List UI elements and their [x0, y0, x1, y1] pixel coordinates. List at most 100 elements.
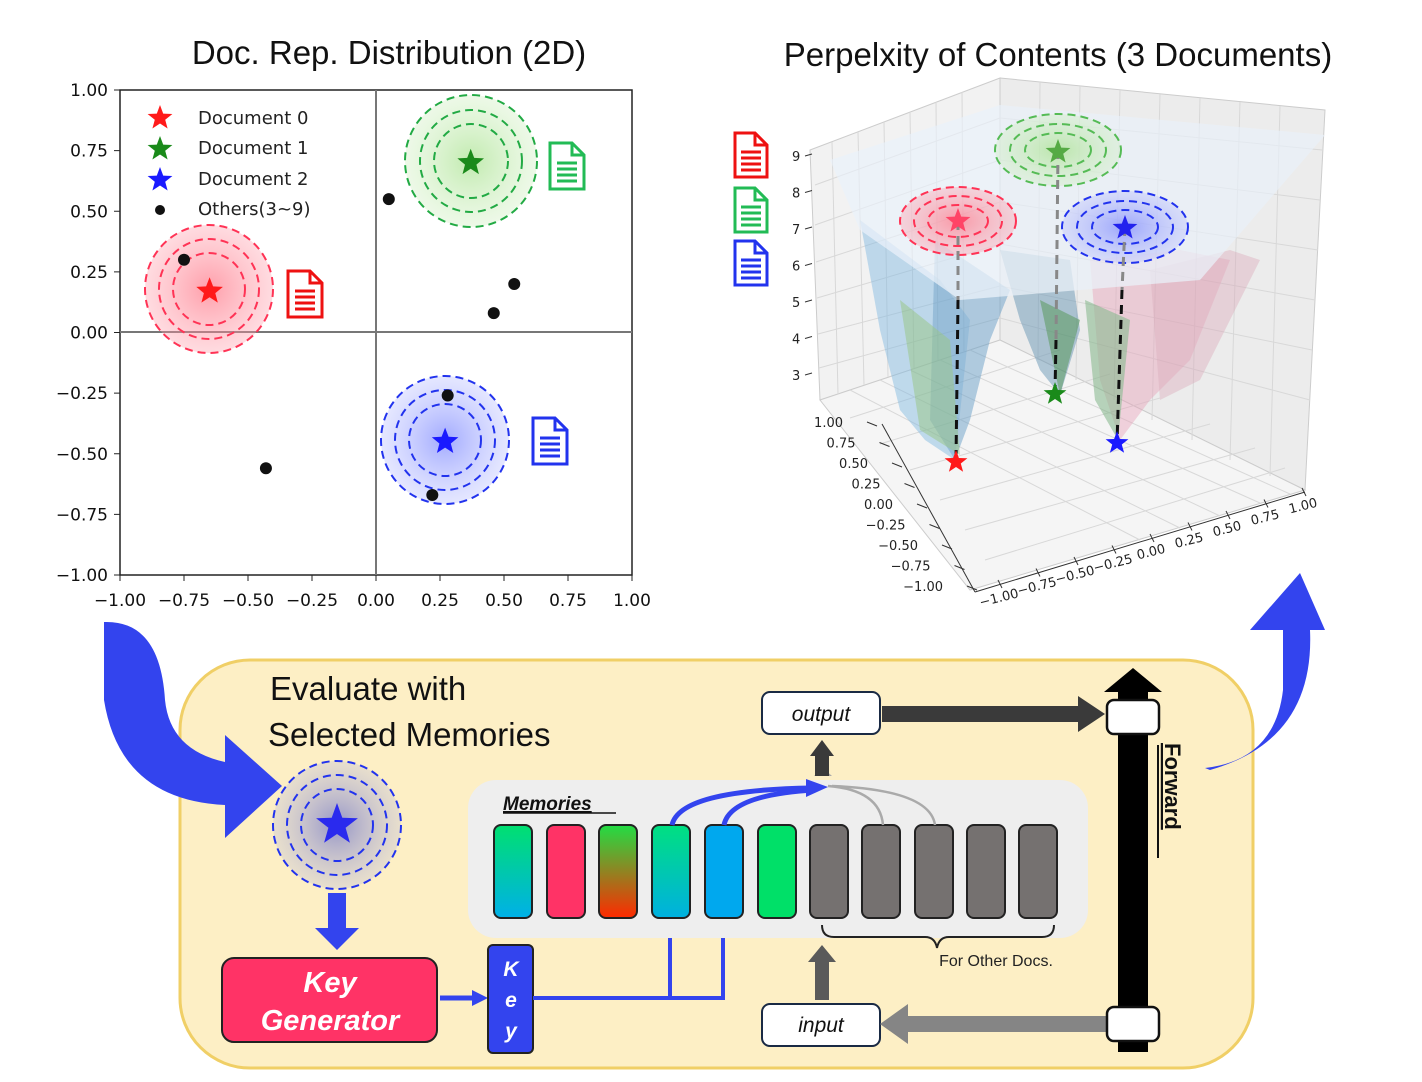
- key-gen-label-line1: Key: [303, 967, 358, 999]
- memory-slot-4-selected[interactable]: [651, 824, 691, 919]
- other-docs-brace: [821, 924, 1055, 949]
- key-char-y: y: [504, 1020, 518, 1043]
- key-char-k: K: [503, 958, 520, 981]
- y3d-tick-label: 0.00: [864, 498, 893, 513]
- memories-label: Memories: [503, 794, 592, 815]
- left-y-ticks: 1.00 0.75 0.50 0.25 0.00 −0.25 −0.50 −0.75 −1.00: [56, 81, 120, 586]
- memory-slot-1[interactable]: [493, 824, 533, 919]
- memory-slot-other-3[interactable]: [914, 824, 954, 919]
- left-x-tick-label: −0.50: [222, 591, 274, 611]
- left-legend: Document 0 Document 1 Document 2 Others(…: [147, 105, 311, 220]
- left-y-tick-label: −1.00: [56, 566, 108, 586]
- y3d-tick-label: −1.00: [903, 580, 943, 595]
- output-label: output: [792, 703, 852, 726]
- y3d-tick-mark: [916, 503, 928, 509]
- y3d-tick-label: 0.75: [827, 437, 856, 452]
- other-doc-point: [426, 488, 439, 501]
- other-doc-point: [441, 389, 454, 402]
- left-x-tick-label: −0.75: [158, 591, 210, 611]
- left-x-tick-label: 0.75: [549, 591, 587, 611]
- doc0-file-icon: [286, 269, 324, 319]
- right-curved-arrow: [1205, 573, 1325, 770]
- left-y-tick-label: 0.00: [70, 324, 108, 344]
- y-axis-line-3d: [881, 423, 976, 593]
- left-scatter-chart: Doc. Rep. Distribution (2D) 1.00 0.75 0.50…: [56, 34, 651, 611]
- x3d-tick-label: 0.25: [1173, 530, 1205, 552]
- panel-heading-line2: Selected Memories: [268, 716, 550, 753]
- x3d-tick-label: −0.75: [1016, 575, 1058, 599]
- z-axis-ticks: 9 8 7 6 5 4 3: [792, 150, 813, 384]
- doc1-file-icon: [548, 141, 586, 191]
- y3d-tick-label: 1.00: [814, 416, 843, 431]
- memory-to-output-curves: [669, 784, 937, 826]
- memory-slot-5-selected[interactable]: [704, 824, 744, 919]
- left-data-points: [178, 148, 521, 501]
- x3d-tick-label: 0.75: [1249, 507, 1281, 529]
- right-3d-chart: Perpelxity of Contents (3 Documents): [733, 36, 1332, 611]
- input-label: input: [798, 1014, 845, 1037]
- query-star-icon: [316, 803, 358, 843]
- legend-label-doc1: Document 1: [198, 138, 308, 159]
- key-generator-box[interactable]: Key Generator: [221, 957, 438, 1043]
- memory-slot-6[interactable]: [757, 824, 797, 919]
- memory-slot-3[interactable]: [598, 824, 638, 919]
- other-doc-point: [382, 193, 395, 206]
- z-tick-label: 7: [792, 223, 800, 238]
- z-tick-label: 9: [792, 150, 800, 165]
- left-x-tick-label: −1.00: [94, 591, 146, 611]
- left-x-tick-label: 0.00: [357, 591, 395, 611]
- drop-lines: [954, 149, 1127, 461]
- doc0-min-star: [944, 450, 968, 472]
- legend-label-doc0: Document 0: [198, 108, 308, 129]
- memory-slot-other-4[interactable]: [966, 824, 1006, 919]
- x-axis-line-3d: [974, 491, 1306, 593]
- query-halo: [272, 760, 402, 890]
- key-vector-box[interactable]: K e y: [487, 944, 534, 1054]
- forward-output-node[interactable]: [1105, 698, 1161, 736]
- other-doc-point: [487, 307, 500, 320]
- z-tick-mark: [804, 336, 813, 339]
- z-tick-mark: [804, 226, 813, 230]
- doc1-top-star: [1045, 139, 1071, 163]
- left-x-tick-label: 0.50: [485, 591, 523, 611]
- output-box[interactable]: output: [761, 691, 881, 735]
- to-output-arrow: [810, 740, 834, 776]
- memory-slot-other-5[interactable]: [1018, 824, 1058, 919]
- legend-dot-others: [155, 205, 165, 215]
- left-y-tick-label: −0.50: [56, 445, 108, 465]
- halo-to-keygen-arrow: [315, 893, 359, 950]
- y3d-tick-label: 0.25: [852, 478, 881, 493]
- memory-slot-other-2[interactable]: [861, 824, 901, 919]
- left-x-tick-label: −0.25: [286, 591, 338, 611]
- forward-label: Forward: [1160, 743, 1185, 830]
- doc1-star-point: [457, 148, 484, 175]
- keygen-to-key-arrowhead: [472, 990, 488, 1006]
- y-axis-ticks-3d: 1.00 0.75 0.50 0.25 0.00 −0.25 −0.50 −0.75 −1.00: [814, 416, 978, 595]
- y3d-tick-mark: [904, 483, 915, 488]
- other-doc-point: [259, 462, 272, 475]
- key-char-e: e: [505, 989, 517, 1012]
- doc2-legend-icon-3d: [733, 239, 769, 287]
- y3d-tick-mark: [879, 442, 890, 447]
- input-box[interactable]: input: [761, 1003, 881, 1047]
- forward-input-node[interactable]: [1105, 1005, 1161, 1043]
- output-to-forward-arrowhead: [1078, 696, 1105, 732]
- z-tick-label: 6: [792, 260, 800, 275]
- left-y-tick-label: 0.25: [70, 263, 108, 283]
- z-tick-mark: [804, 190, 813, 193]
- other-docs-label: For Other Docs.: [939, 953, 1053, 970]
- z-tick-mark: [804, 263, 813, 266]
- memory-slot-other-1[interactable]: [809, 824, 849, 919]
- doc2-min-star: [1105, 431, 1129, 453]
- z-tick-mark: [804, 299, 813, 303]
- forward-bar: [1118, 690, 1148, 1052]
- x3d-tick-label: 1.00: [1287, 496, 1319, 518]
- memory-slot-2[interactable]: [546, 824, 586, 919]
- legend-label-doc2: Document 2: [198, 169, 308, 190]
- forward-arrowhead: [1104, 668, 1162, 692]
- z-tick-mark: [804, 372, 813, 376]
- legend-star-doc1: [147, 136, 173, 160]
- y3d-tick-label: 0.50: [839, 457, 868, 472]
- left-x-ticks: −1.00 −0.75 −0.50 −0.25 0.00 0.25 0.50 0.75 1.00: [94, 575, 651, 611]
